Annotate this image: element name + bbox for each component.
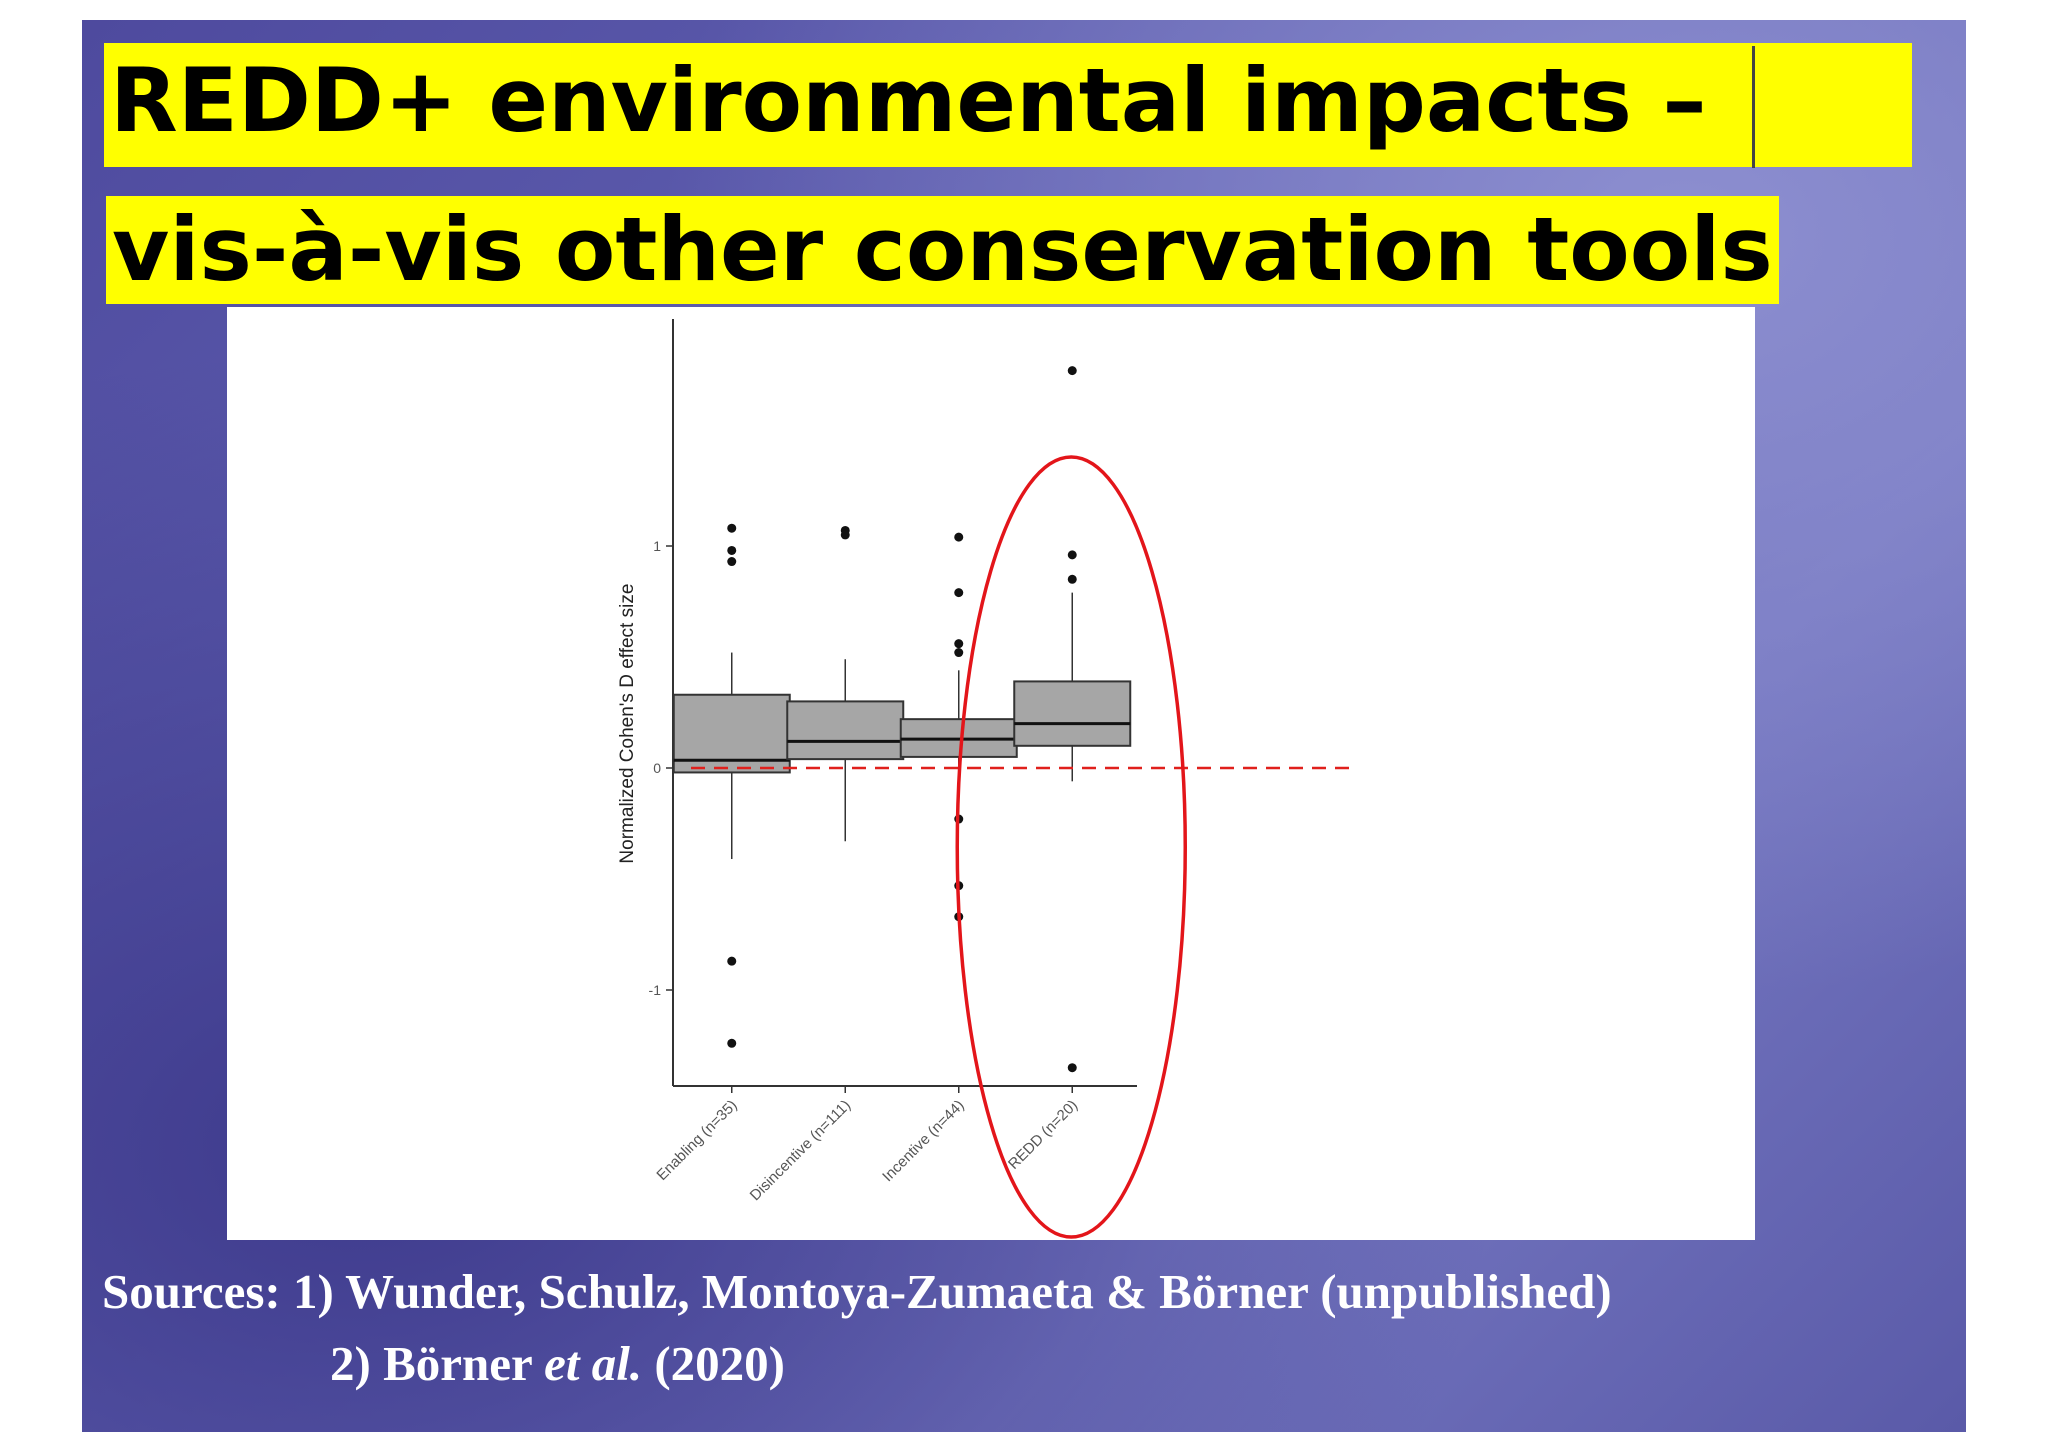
y-tick-label: -1 bbox=[649, 982, 662, 998]
x-tick-label: Disincentive (n=111) bbox=[747, 1097, 854, 1204]
source-item-2-prefix: 2) Börner bbox=[330, 1336, 545, 1391]
outlier-point bbox=[954, 588, 964, 598]
title-line-2: vis-à-vis other conservation tools bbox=[106, 196, 1779, 304]
x-tick-label: REDD (n=20) bbox=[1005, 1097, 1081, 1173]
chart-panel: -1 0 1 Normalized Cohen's D effect size Enab… bbox=[227, 307, 1755, 1240]
outlier-point bbox=[954, 532, 964, 542]
outlier-point bbox=[727, 557, 737, 567]
outlier-point bbox=[1067, 366, 1077, 376]
box-plot: -1 0 1 Normalized Cohen's D effect size Enab… bbox=[617, 319, 1355, 1239]
outlier-point bbox=[954, 639, 964, 649]
redd-highlight-ellipse bbox=[955, 455, 1187, 1239]
source-item-2-suffix: (2020) bbox=[642, 1336, 785, 1391]
source-item-1: 1) Wunder, Schulz, Montoya-Zumaeta & Bör… bbox=[293, 1264, 1612, 1319]
sources-block: Sources: 1) Wunder, Schulz, Montoya-Zuma… bbox=[102, 1256, 1612, 1400]
text-cursor bbox=[1752, 46, 1755, 168]
outlier-point bbox=[840, 530, 850, 540]
y-axis-label: Normalized Cohen's D effect size bbox=[617, 584, 638, 864]
sources-label: Sources: bbox=[102, 1264, 281, 1319]
title-line-1: REDD+ environmental impacts – bbox=[104, 43, 1912, 167]
outlier-point bbox=[727, 523, 737, 533]
x-tick-label: Incentive (n=44) bbox=[879, 1097, 967, 1185]
outlier-point bbox=[1067, 550, 1077, 560]
box bbox=[1013, 680, 1132, 747]
outlier-point bbox=[1067, 1063, 1077, 1073]
sources-line-2: 2) Börner et al. (2020) bbox=[102, 1328, 1612, 1400]
sources-line-1: Sources: 1) Wunder, Schulz, Montoya-Zuma… bbox=[102, 1256, 1612, 1328]
outlier-point bbox=[727, 545, 737, 555]
source-item-2-italic: et al. bbox=[544, 1336, 643, 1391]
outlier-point bbox=[1067, 574, 1077, 584]
outlier-point bbox=[727, 956, 737, 966]
box bbox=[786, 700, 905, 761]
y-tick-label: 0 bbox=[653, 760, 661, 776]
outlier-point bbox=[954, 648, 964, 658]
x-tick-label: Enabling (n=35) bbox=[653, 1097, 740, 1184]
slide: REDD+ environmental impacts – vis-à-vis … bbox=[82, 20, 1966, 1432]
outlier-point bbox=[727, 1038, 737, 1048]
y-tick-label: 1 bbox=[653, 538, 661, 554]
